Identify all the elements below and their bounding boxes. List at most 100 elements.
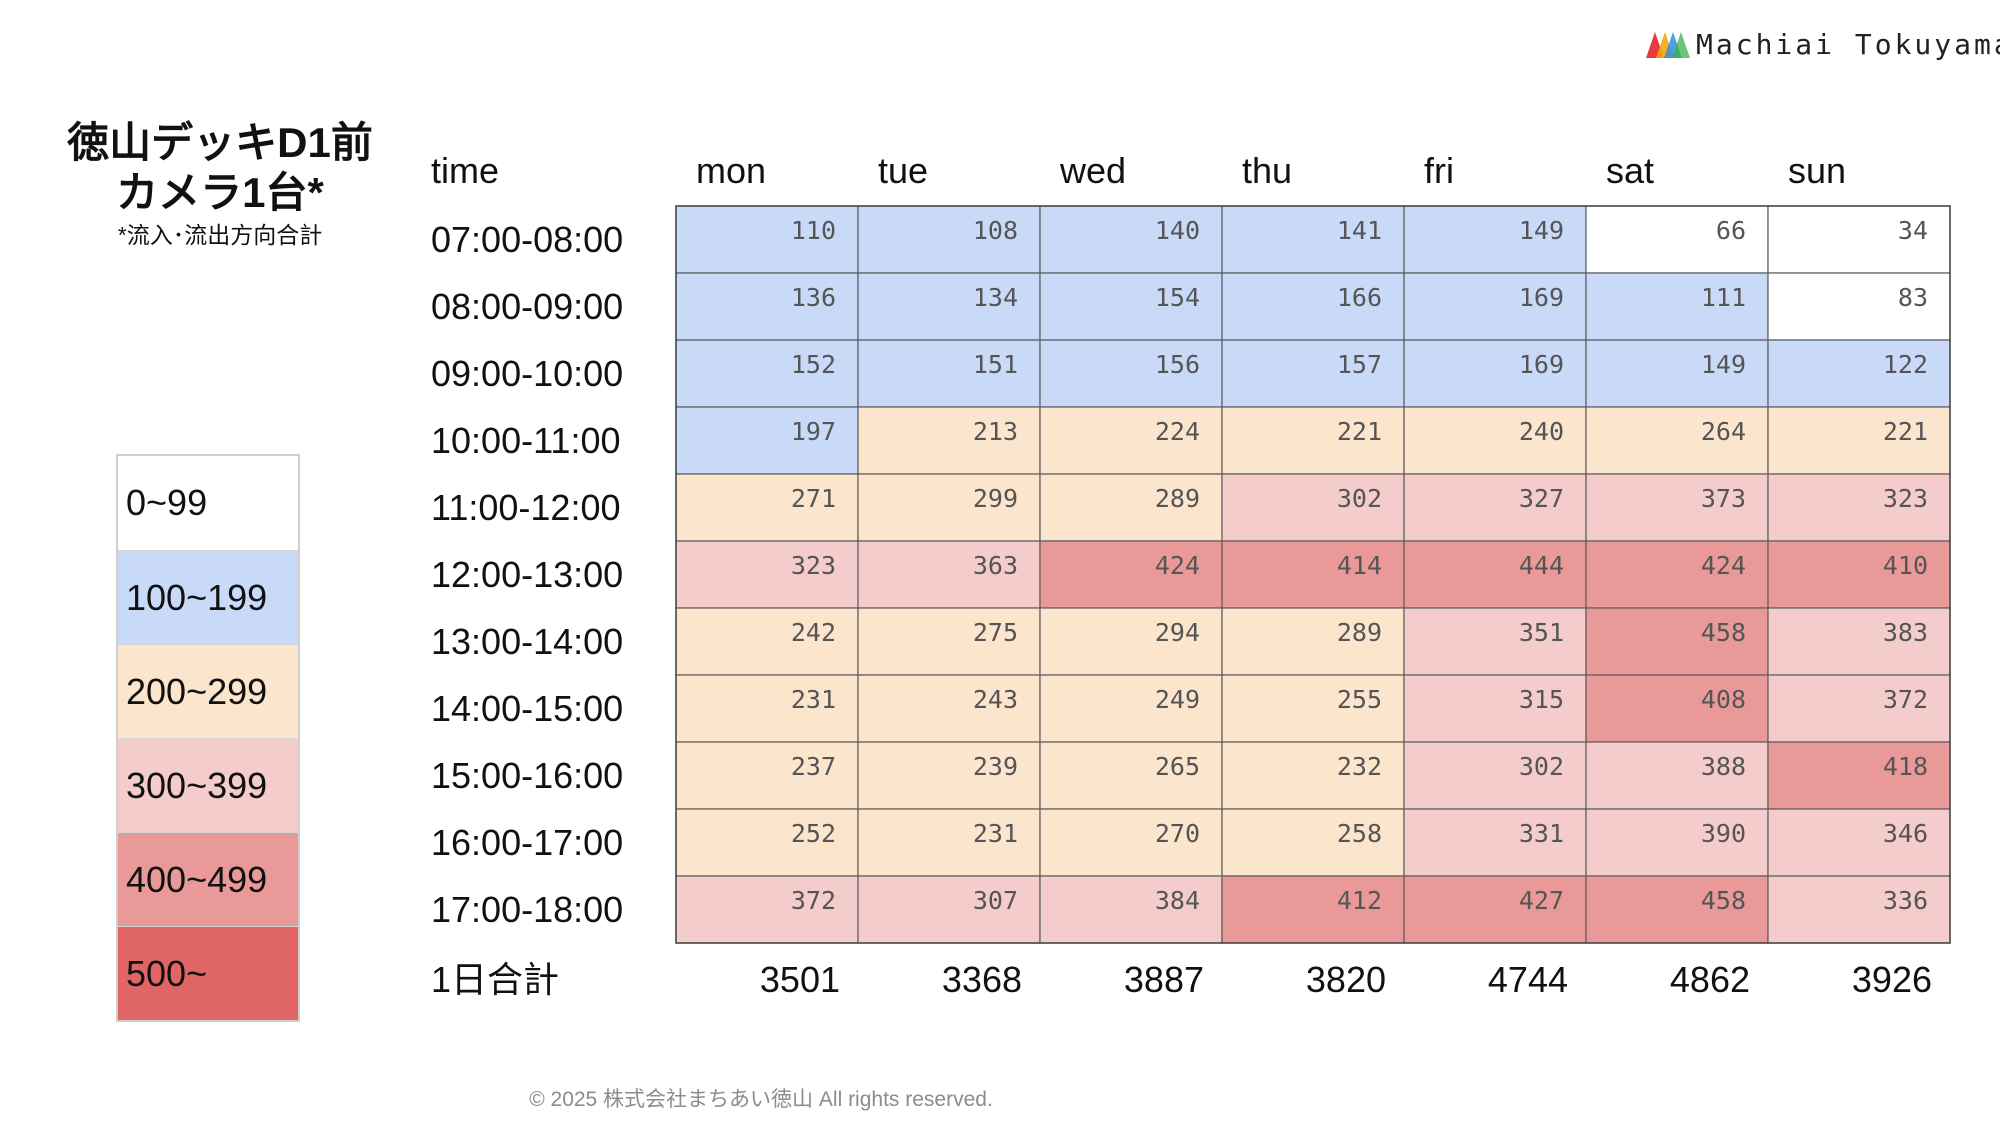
title-block: 徳山デッキD1前 カメラ1台* *流入･流出方向合計	[40, 118, 400, 252]
cell-value: 111	[1701, 283, 1746, 312]
cell-value: 249	[1155, 685, 1200, 714]
cell-value: 231	[791, 685, 836, 714]
row-header: 16:00-17:00	[431, 822, 623, 863]
cell-value: 252	[791, 819, 836, 848]
cell-value: 152	[791, 350, 836, 379]
cell-value: 427	[1519, 886, 1564, 915]
heatmap-cell	[1039, 205, 1223, 274]
copyright-footer: © 2025 株式会社まちあい徳山 All rights reserved.	[529, 1088, 993, 1111]
heatmap-cell	[1039, 272, 1223, 341]
daily-total: 3926	[1852, 959, 1932, 1000]
cell-value: 136	[791, 283, 836, 312]
cell-value: 258	[1337, 819, 1382, 848]
heatmap-cell	[1221, 540, 1405, 609]
cell-value: 373	[1701, 484, 1746, 513]
legend-item: 0~99	[118, 456, 298, 550]
row-header: 17:00-18:00	[431, 889, 623, 930]
heatmap-cell	[857, 205, 1041, 274]
legend-item: 300~399	[118, 738, 298, 832]
cell-value: 315	[1519, 685, 1564, 714]
cell-value: 351	[1519, 618, 1564, 647]
cell-value: 110	[791, 216, 836, 245]
daily-total: 3368	[942, 959, 1022, 1000]
cell-value: 299	[973, 484, 1018, 513]
row-header: 10:00-11:00	[431, 420, 621, 461]
heatmap-cell	[1767, 875, 1951, 944]
cell-value: 83	[1898, 283, 1928, 312]
heatmap-cell	[1221, 808, 1405, 877]
cell-value: 444	[1519, 551, 1564, 580]
page-title: 徳山デッキD1前	[67, 119, 373, 166]
heatmap-cell	[1403, 540, 1587, 609]
heatmap-cell	[1767, 674, 1951, 743]
daily-total: 3887	[1124, 959, 1204, 1000]
cell-value: 34	[1898, 216, 1928, 245]
heatmap-cell	[1403, 272, 1587, 341]
heatmap-cell	[857, 607, 1041, 676]
cell-value: 149	[1701, 350, 1746, 379]
cell-value: 237	[791, 752, 836, 781]
heatmap-cell	[1403, 741, 1587, 810]
cell-value: 265	[1155, 752, 1200, 781]
cell-value: 240	[1519, 417, 1564, 446]
heatmap-cell	[1221, 205, 1405, 274]
cell-value: 307	[973, 886, 1018, 915]
heatmap-cell	[857, 674, 1041, 743]
total-label: 1日合計	[431, 959, 559, 1000]
cell-value: 169	[1519, 283, 1564, 312]
cell-value: 66	[1716, 216, 1746, 245]
heatmap-cell	[1585, 406, 1769, 475]
cell-value: 197	[791, 417, 836, 446]
cell-value: 336	[1883, 886, 1928, 915]
cell-value: 412	[1337, 886, 1382, 915]
heatmap-cell	[675, 272, 859, 341]
row-header: 07:00-08:00	[431, 219, 623, 260]
heatmap-cell	[1039, 875, 1223, 944]
cell-value: 383	[1883, 618, 1928, 647]
cell-value: 458	[1701, 618, 1746, 647]
cell-value: 424	[1155, 551, 1200, 580]
row-header: 09:00-10:00	[431, 353, 623, 394]
cell-value: 372	[1883, 685, 1928, 714]
column-header: fri	[1424, 150, 1454, 191]
cell-value: 154	[1155, 283, 1200, 312]
heatmap-cell	[1585, 674, 1769, 743]
heatmap-cell	[1221, 607, 1405, 676]
column-header: thu	[1242, 150, 1292, 191]
cell-value: 418	[1883, 752, 1928, 781]
cell-value: 372	[791, 886, 836, 915]
legend-item: 400~499	[118, 832, 298, 926]
heatmap-cell	[1221, 875, 1405, 944]
cell-value: 331	[1519, 819, 1564, 848]
cell-value: 363	[973, 551, 1018, 580]
cell-value: 384	[1155, 886, 1200, 915]
heatmap-cell	[1039, 808, 1223, 877]
logo-mark-icon	[1646, 32, 1690, 58]
cell-value: 270	[1155, 819, 1200, 848]
heatmap-cell	[1221, 473, 1405, 542]
heatmap-cell	[675, 607, 859, 676]
heatmap-cell	[1767, 473, 1951, 542]
legend-item: 200~299	[118, 644, 298, 738]
cell-value: 264	[1701, 417, 1746, 446]
heatmap-cell	[675, 741, 859, 810]
cell-value: 327	[1519, 484, 1564, 513]
cell-value: 243	[973, 685, 1018, 714]
title-note: *流入･流出方向合計	[117, 222, 323, 248]
row-header: 13:00-14:00	[431, 621, 623, 662]
row-header: 15:00-16:00	[431, 755, 623, 796]
cell-value: 122	[1883, 350, 1928, 379]
cell-value: 140	[1155, 216, 1200, 245]
cell-value: 289	[1155, 484, 1200, 513]
heatmap-cell	[1403, 607, 1587, 676]
cell-value: 166	[1337, 283, 1382, 312]
column-header: sun	[1788, 150, 1846, 191]
daily-total: 3820	[1306, 959, 1386, 1000]
heatmap-cell	[1585, 272, 1769, 341]
cell-value: 346	[1883, 819, 1928, 848]
row-header: 11:00-12:00	[431, 487, 621, 528]
heatmap-cell	[857, 406, 1041, 475]
heatmap-cell	[1221, 339, 1405, 408]
row-header: 12:00-13:00	[431, 554, 623, 595]
heatmap-cell	[1767, 540, 1951, 609]
